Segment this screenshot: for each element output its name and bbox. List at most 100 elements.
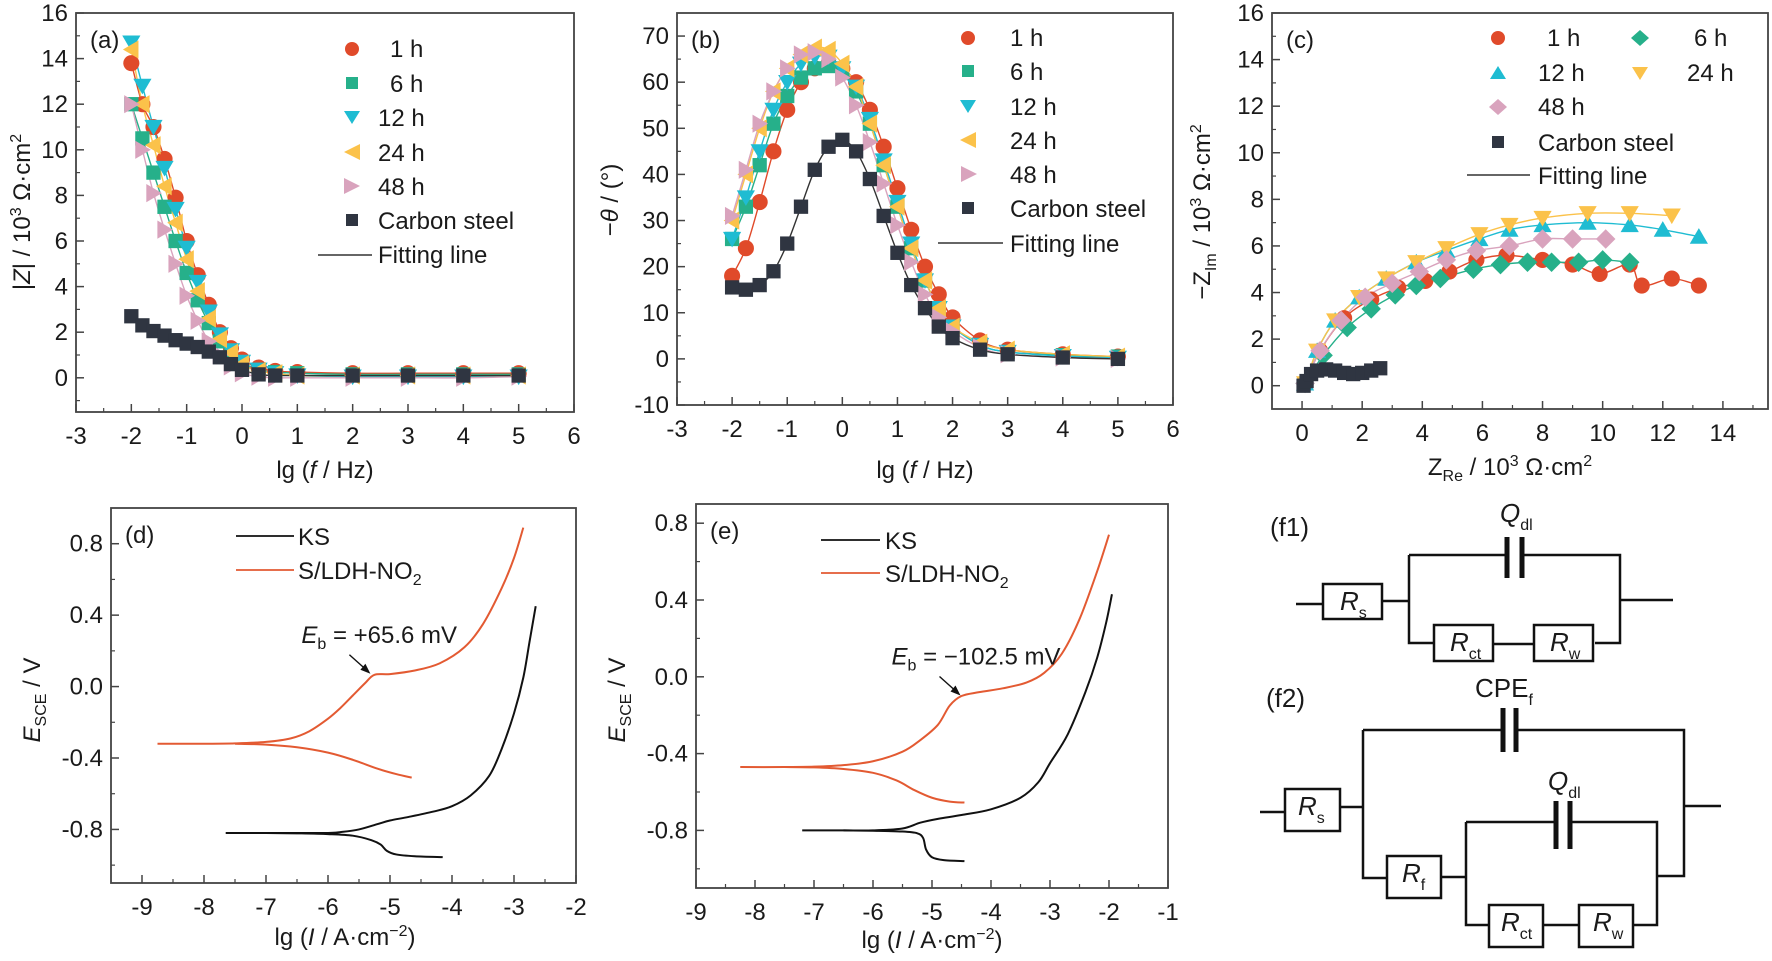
y-tick-label: 4	[55, 274, 68, 301]
y-tick-label: 0.4	[655, 587, 688, 614]
data-point	[155, 160, 174, 177]
data-point	[875, 138, 892, 155]
y-tick-label: 0	[55, 365, 68, 392]
legend-label-48h: 48 h	[378, 174, 425, 201]
data-point	[793, 45, 810, 64]
data-point	[780, 88, 795, 104]
x-tick-label: 6	[567, 423, 580, 450]
legend-label-sldh: S/LDH-NO2	[298, 558, 422, 589]
data-point	[168, 233, 183, 249]
x-tick-label: -2	[1098, 899, 1119, 926]
legend-marker-carbon-steel	[1492, 136, 1504, 148]
data-point	[200, 309, 216, 328]
data-point	[1663, 270, 1680, 287]
x-tick-label: -4	[441, 894, 462, 921]
resistor-rs-label: Rs	[1340, 586, 1367, 622]
resistor-rw-label: Rw	[1593, 907, 1624, 943]
x-tick-label: -1	[777, 416, 798, 443]
legend-marker-carbon-steel	[346, 214, 358, 226]
y-tick-label: 6	[1251, 233, 1264, 260]
annotation-label: Eb = +65.6 mV	[301, 622, 457, 653]
y-tick-label: 12	[41, 91, 68, 118]
data-point	[972, 342, 988, 357]
x-tick-label: 4	[457, 423, 470, 450]
data-point	[1592, 250, 1613, 270]
data-point	[765, 143, 782, 160]
legend-label-24h: 24 h	[1687, 60, 1734, 87]
data-point	[1662, 208, 1681, 225]
data-point	[146, 165, 161, 180]
data-point	[146, 323, 161, 339]
data-point	[835, 68, 851, 87]
resistor-rw	[1577, 903, 1635, 949]
circuit-f1: (f1) Rs Qdl Rct Rw	[1270, 498, 1673, 663]
x-tick-label: 4	[1056, 416, 1069, 443]
legend-label-6h: 6 h	[1010, 59, 1043, 86]
data-point	[766, 82, 782, 101]
data-point	[1437, 241, 1456, 257]
legend-label-6h: 6 h	[390, 71, 423, 98]
data-point	[268, 368, 283, 383]
annotation-arrowhead	[360, 663, 371, 674]
x-tick-label: -2	[721, 416, 742, 443]
panel-label: (a)	[90, 27, 119, 54]
x-tick-label: -7	[803, 899, 824, 926]
y-tick-label: 10	[1237, 140, 1264, 167]
plot-frame	[110, 507, 577, 884]
data-point	[1562, 229, 1583, 249]
annotation-arrowhead	[950, 685, 961, 696]
panel-b-xlabel: lg (f / Hz)	[876, 457, 973, 484]
data-point	[807, 61, 822, 76]
panel-label: (e)	[710, 518, 739, 545]
panel-e-ylabel: ESCE / V	[604, 658, 635, 743]
panel-label: (c)	[1286, 27, 1314, 54]
x-tick-label: 2	[946, 416, 959, 443]
legend-marker-1h	[1491, 31, 1505, 45]
data-point	[1620, 206, 1639, 222]
data-point	[724, 280, 740, 295]
y-tick-label: 70	[642, 23, 669, 50]
data-point	[1407, 255, 1426, 271]
data-point	[807, 43, 824, 62]
data-point	[766, 264, 781, 279]
legend-label-fitting-line: Fitting line	[1010, 231, 1119, 258]
curve-s-ldh-no2	[157, 527, 525, 745]
panel-label: (b)	[691, 27, 720, 54]
legend-label-48h: 48 h	[1010, 162, 1057, 189]
x-tick-label: 2	[1356, 420, 1369, 447]
data-point	[1436, 250, 1457, 270]
data-point	[752, 114, 769, 133]
panel-d-xlabel: lg (I / A·cm−2)	[275, 923, 416, 951]
data-point	[1500, 217, 1519, 234]
x-tick-label: -8	[193, 894, 214, 921]
data-point	[1055, 350, 1070, 365]
panel-d-legend: KS S/LDH-NO2	[236, 524, 422, 589]
curve-ks	[802, 594, 1113, 832]
legend-label-sldh: S/LDH-NO2	[885, 561, 1009, 592]
x-tick-label: -3	[666, 416, 687, 443]
data-point	[750, 144, 769, 160]
y-tick-label: 0.0	[655, 664, 688, 691]
wire	[1522, 553, 1622, 645]
data-point	[737, 240, 754, 257]
data-point	[821, 139, 836, 154]
data-point	[1633, 277, 1650, 294]
data-point	[135, 140, 151, 159]
legend-label-1h: 1 h	[390, 36, 423, 63]
data-point	[738, 282, 754, 297]
data-point	[234, 362, 250, 377]
y-tick-label: -0.4	[62, 745, 103, 772]
legend-label-24h: 24 h	[1010, 128, 1057, 155]
x-tick-label: -3	[65, 423, 86, 450]
fit-line-6-h	[1304, 259, 1630, 384]
legend-label-12h: 12 h	[1010, 94, 1057, 121]
panel-d-ylabel: ESCE / V	[19, 658, 50, 743]
data-point	[903, 221, 920, 238]
data-point	[876, 208, 891, 224]
panel-d-polarization: -9 -8 -7 -6 -5 -4 -3 -2 -0.8 -0.4 0.0 0.4 0.8 (d) Eb =…	[62, 507, 587, 921]
data-point	[766, 116, 781, 131]
data-point	[764, 102, 783, 119]
x-tick-label: 5	[512, 423, 525, 450]
y-tick-label: -10	[634, 392, 669, 419]
